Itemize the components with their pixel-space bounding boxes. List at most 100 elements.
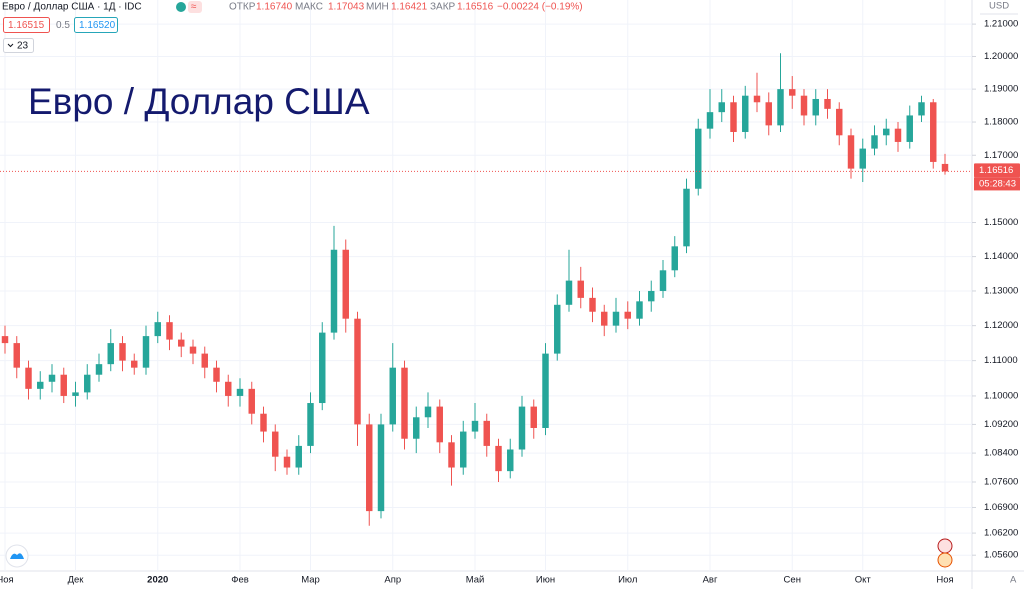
open-label: ОТКР [229, 2, 256, 13]
candle-body [1, 336, 9, 344]
x-tick-label: Мар [301, 575, 320, 586]
x-tick-label: Окт [855, 575, 872, 586]
data-status-icon: ≈ [191, 2, 197, 13]
candle-body [683, 188, 690, 247]
x-tick-label: Сен [784, 575, 801, 586]
candle-body [377, 424, 385, 512]
candle-body [178, 339, 185, 347]
candle-body [859, 148, 866, 169]
y-tick-label: 1.05600 [984, 550, 1018, 561]
candle-body [307, 403, 314, 446]
candle-body [84, 374, 91, 393]
candle-body [824, 98, 831, 109]
currency-label[interactable]: USD [989, 1, 1009, 12]
y-tick-label: 1.13000 [984, 285, 1018, 296]
candle-body [542, 353, 549, 428]
candle-body [648, 290, 655, 302]
countdown-box [974, 177, 1020, 191]
candle-body [695, 128, 702, 189]
candle-body [930, 102, 937, 162]
candle-body [941, 163, 949, 172]
y-tick-label: 1.09200 [984, 419, 1018, 430]
indicators-toggle[interactable] [3, 38, 34, 53]
last-price-box [974, 163, 1020, 178]
candle-body [389, 367, 396, 425]
candle-body [753, 95, 761, 103]
candle-body [659, 270, 667, 291]
candle-body [777, 89, 784, 126]
candle-body [283, 456, 291, 468]
candle-body [166, 322, 173, 340]
y-tick-label: 1.20000 [984, 51, 1018, 62]
candle-body [742, 95, 749, 132]
event-icon[interactable] [937, 538, 953, 554]
candle-body [530, 406, 537, 428]
candle-body [401, 367, 408, 439]
x-tick-label: Авг [703, 575, 718, 586]
candle-body [13, 343, 20, 368]
candle-body [248, 388, 255, 414]
event-icon[interactable] [937, 552, 953, 568]
candle-body [471, 420, 479, 432]
ask-price[interactable]: 1.16520 [79, 20, 116, 31]
candle-body [507, 449, 514, 472]
candle-body [812, 98, 819, 116]
candle-body [836, 108, 843, 136]
candle-body [154, 322, 161, 337]
candle-body [436, 406, 443, 443]
candle-body [60, 374, 67, 396]
y-tick-label: 1.14000 [984, 251, 1018, 262]
plot-area [0, 0, 972, 571]
sell-button[interactable] [3, 17, 50, 33]
x-tick-label: Фев [231, 575, 249, 586]
candle-body [883, 128, 890, 136]
x-tick-label: Июн [536, 575, 555, 586]
candle-body [601, 311, 608, 326]
candle-body [565, 280, 573, 305]
candle-body [354, 318, 361, 425]
bid-price[interactable]: 1.16515 [8, 20, 45, 31]
y-tick-label: 1.21000 [984, 19, 1018, 30]
logo-icon [10, 553, 24, 559]
candle-body [636, 301, 643, 319]
candle-body [624, 311, 631, 319]
candle-body [37, 381, 44, 389]
y-tick-label: 1.10000 [984, 390, 1018, 401]
candle-body [518, 406, 526, 450]
candle-body [730, 102, 737, 132]
candle-body [577, 280, 584, 298]
y-tick-label: 1.06200 [984, 528, 1018, 539]
x-tick-label: Июл [618, 575, 637, 586]
market-status[interactable] [176, 2, 186, 12]
data-status[interactable] [188, 1, 202, 13]
candle-body [706, 112, 714, 129]
close-value: 1.16516 [457, 2, 494, 13]
candle-body [330, 249, 338, 333]
candle-body [612, 311, 620, 326]
candle-body [260, 413, 267, 432]
close-label: ЗАКР [430, 2, 456, 13]
candle-body [72, 392, 79, 396]
chart-title: Евро / Доллар США [28, 81, 370, 122]
candle-body [189, 346, 197, 354]
symbol-info[interactable]: Евро / Доллар США · 1Д · IDC [2, 2, 142, 13]
candle-body [589, 297, 596, 312]
buy-button[interactable] [74, 17, 118, 33]
candle-body [424, 406, 432, 418]
candle-body [789, 89, 796, 96]
candle-body [918, 102, 925, 116]
candle-body [295, 445, 302, 468]
candle-body [342, 249, 349, 319]
x-tick-label: Ноя [936, 575, 953, 586]
candle-body [319, 332, 326, 404]
candle-body [142, 336, 150, 368]
candle-body [483, 420, 490, 446]
auto-scale-button[interactable]: A [1010, 575, 1017, 586]
candle-body [25, 367, 32, 389]
candle-body [894, 128, 902, 142]
countdown-label: 05:28:43 [979, 178, 1016, 189]
x-tick-label: Май [466, 575, 485, 586]
candle-body [201, 353, 208, 368]
y-tick-label: 1.12000 [984, 320, 1018, 331]
